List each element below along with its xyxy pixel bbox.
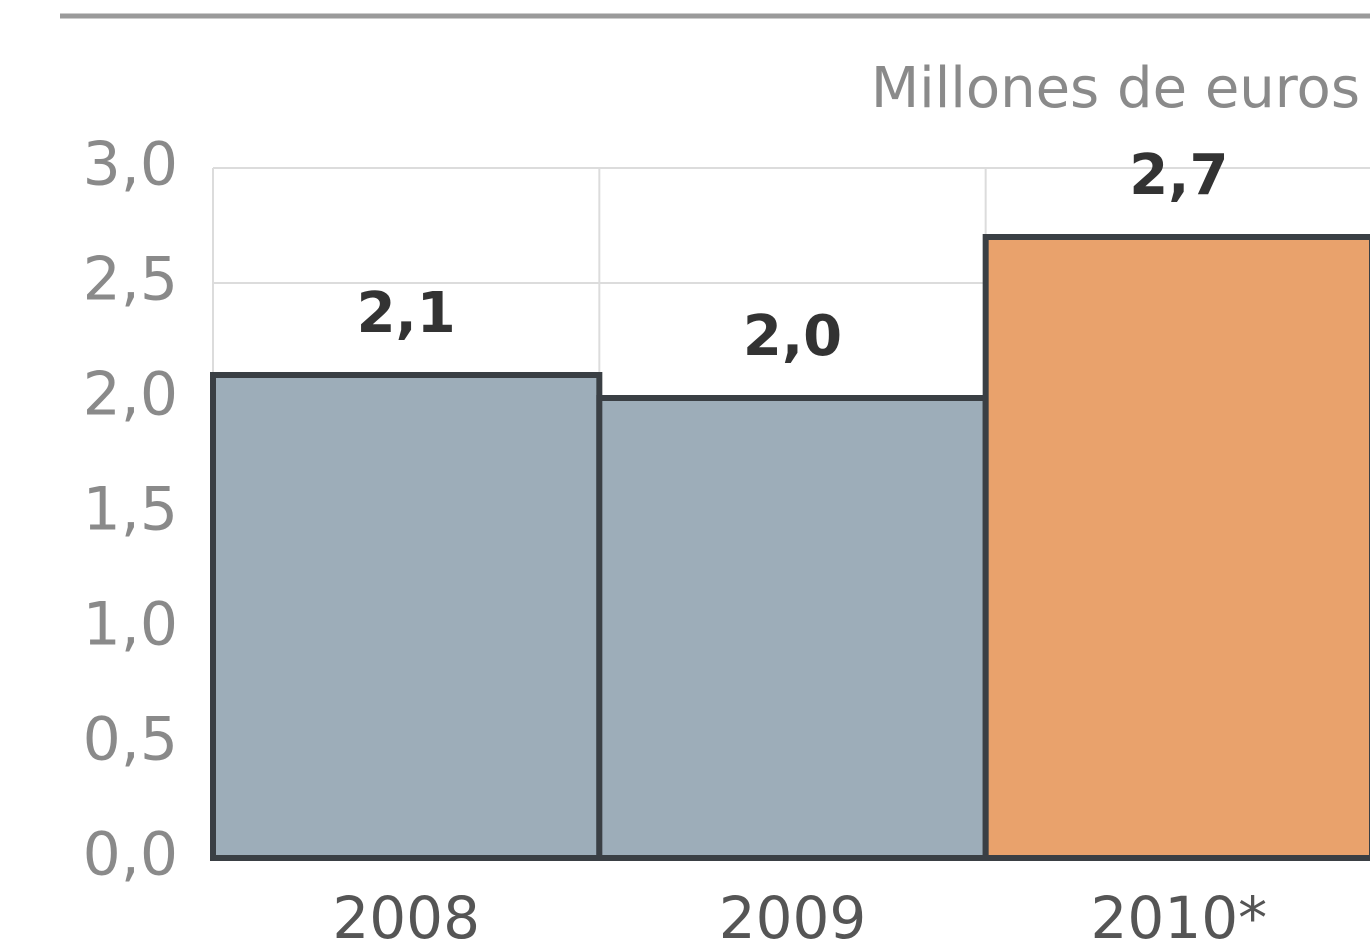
y-tick-label: 1,5 <box>83 475 178 545</box>
y-tick-label: 1,0 <box>83 590 178 660</box>
y-tick-label: 3,0 <box>83 130 178 200</box>
y-tick-label: 2,5 <box>83 245 178 315</box>
x-tick-label: 2008 <box>332 884 480 947</box>
bar <box>596 395 989 861</box>
y-tick-label: 0,5 <box>83 705 178 775</box>
y-tick-label: 2,0 <box>83 360 178 430</box>
y-tick-label: 0,0 <box>83 820 178 890</box>
value-label: 2,0 <box>743 304 842 369</box>
value-label: 2,7 <box>1129 143 1228 208</box>
x-tick-label: 2009 <box>719 884 867 947</box>
chart-subtitle: Millones de euros <box>871 56 1360 121</box>
bar <box>210 372 603 861</box>
value-label: 2,1 <box>357 281 456 346</box>
x-tick-label: 2010* <box>1091 884 1268 947</box>
bar <box>982 234 1370 861</box>
